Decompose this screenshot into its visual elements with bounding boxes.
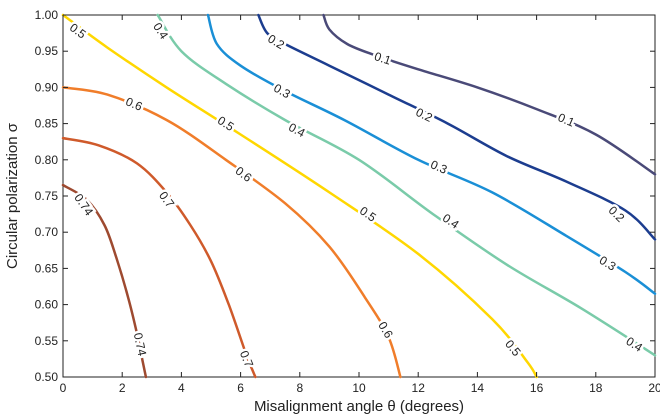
x-tick-label: 4 bbox=[178, 381, 185, 395]
x-tick-label: 12 bbox=[412, 381, 426, 395]
contour-line-0.6 bbox=[61, 86, 402, 379]
x-tick-label: 0 bbox=[60, 381, 67, 395]
y-axis-ticks: 0.50 0.55 0.60 0.65 0.70 0.75 0.80 0.85 0.90 0.95… bbox=[35, 8, 655, 384]
contour-lines bbox=[61, 13, 657, 379]
x-tick-label: 2 bbox=[119, 381, 126, 395]
contour-line-0.1 bbox=[322, 13, 657, 176]
y-tick-label: 0.50 bbox=[35, 370, 59, 384]
y-tick-label: 0.60 bbox=[35, 298, 59, 312]
y-tick-label: 0.95 bbox=[35, 44, 59, 58]
x-tick-label: 20 bbox=[648, 381, 660, 395]
x-tick-label: 18 bbox=[589, 381, 603, 395]
y-tick-label: 0.65 bbox=[35, 261, 59, 275]
y-tick-label: 0.75 bbox=[35, 189, 59, 203]
contour-line-0.4 bbox=[156, 13, 657, 357]
y-tick-label: 0.80 bbox=[35, 153, 59, 167]
contour-line-0.74 bbox=[61, 183, 148, 379]
x-tick-label: 14 bbox=[471, 381, 485, 395]
x-axis-ticks: 0 2 4 6 8 10 12 14 16 18 20 bbox=[60, 15, 660, 395]
x-tick-label: 16 bbox=[530, 381, 544, 395]
y-tick-label: 1.00 bbox=[35, 8, 59, 22]
y-axis-label: Circular polarization σ bbox=[4, 122, 21, 269]
x-tick-label: 10 bbox=[352, 381, 366, 395]
contour-line-0.3 bbox=[206, 13, 657, 295]
contour-line-0.2 bbox=[257, 13, 657, 241]
y-tick-label: 0.55 bbox=[35, 334, 59, 348]
contour-line-0.7 bbox=[61, 136, 257, 379]
x-tick-label: 8 bbox=[296, 381, 303, 395]
y-tick-label: 0.85 bbox=[35, 117, 59, 131]
y-tick-label: 0.70 bbox=[35, 225, 59, 239]
plot-area bbox=[62, 14, 656, 378]
contour-line-0.5 bbox=[61, 13, 538, 379]
x-axis-label: Misalignment angle θ (degrees) bbox=[254, 398, 464, 415]
y-tick-label: 0.90 bbox=[35, 80, 59, 94]
x-tick-label: 6 bbox=[237, 381, 244, 395]
